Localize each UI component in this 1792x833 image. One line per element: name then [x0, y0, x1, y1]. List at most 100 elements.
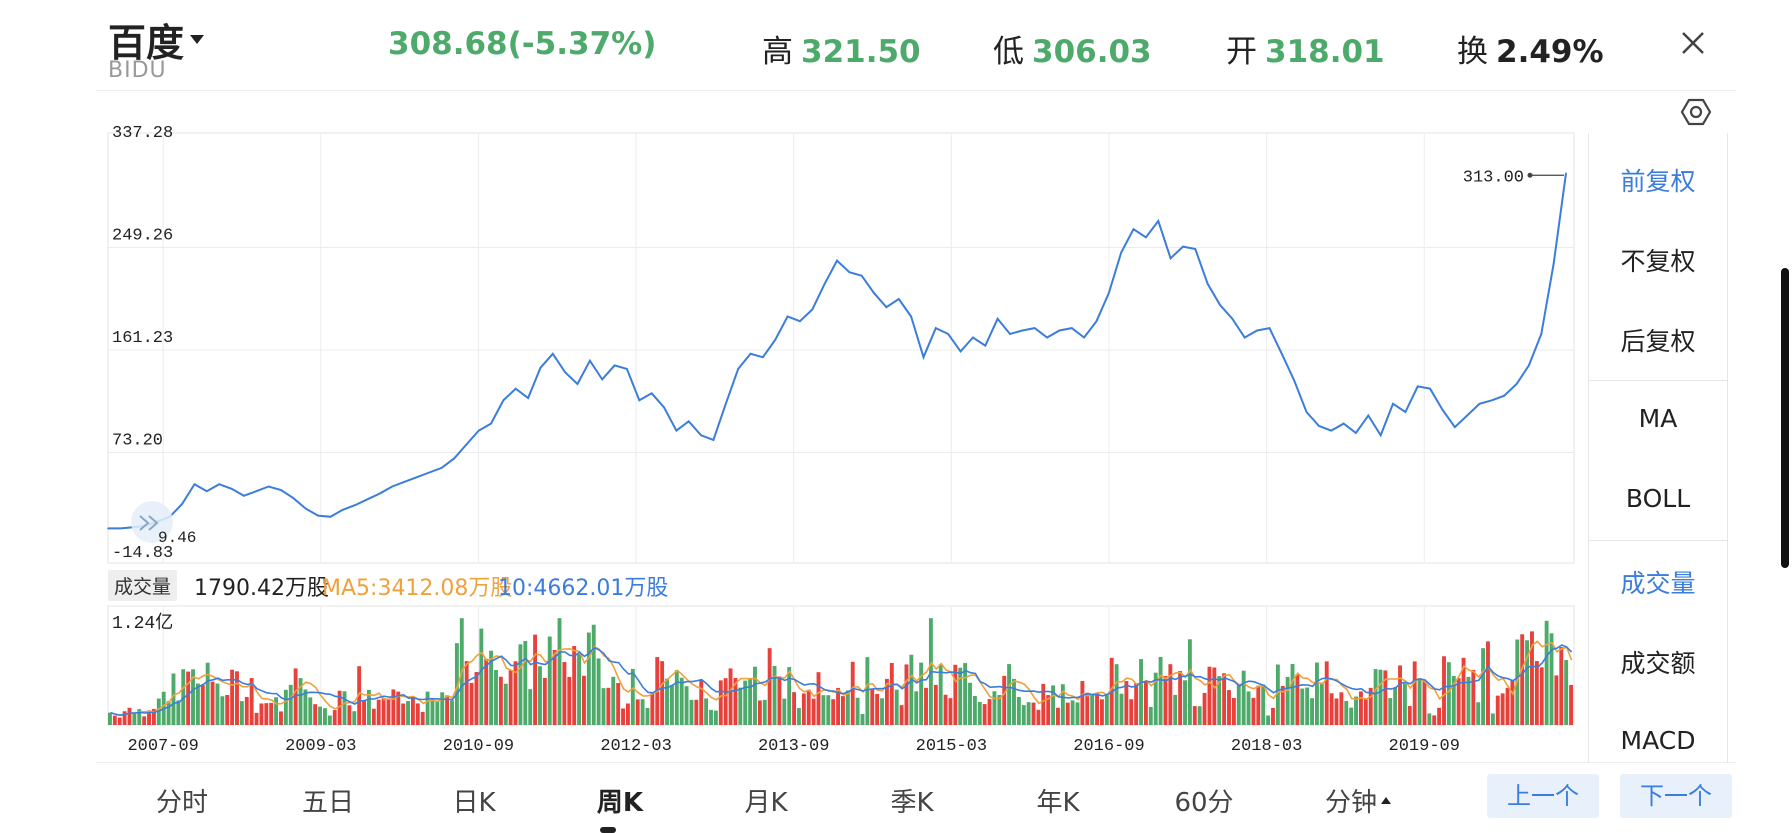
volume-bar: [454, 643, 459, 725]
volume-bar: [748, 679, 753, 725]
hexagon-settings-icon[interactable]: [1680, 96, 1712, 128]
price-point: [440, 467, 443, 469]
volume-bar: [1432, 715, 1437, 725]
side-item-volume[interactable]: 成交量: [1620, 569, 1696, 598]
prev-button[interactable]: 上一个: [1487, 774, 1599, 818]
price-point: [193, 483, 196, 485]
price-point: [860, 274, 863, 277]
tab-minute-dropdown[interactable]: 分钟: [1298, 782, 1418, 819]
volume-bar: [464, 661, 469, 725]
volume-bar: [845, 690, 850, 725]
side-item-macd[interactable]: MACD: [1620, 726, 1696, 755]
start-value-annotation[interactable]: 9.46: [131, 501, 196, 547]
volume-bar: [1168, 664, 1173, 725]
volume-bar: [792, 692, 797, 725]
price-point: [749, 352, 752, 355]
price-point: [1145, 236, 1147, 239]
volume-bar: [1197, 706, 1202, 725]
volume-bar: [625, 703, 630, 725]
tab-five-day[interactable]: 五日: [301, 788, 354, 818]
volume-bar: [630, 668, 635, 725]
side-item-no-adjust[interactable]: 不复权: [1620, 247, 1696, 276]
price-point: [1379, 434, 1382, 437]
next-button[interactable]: 下一个: [1620, 774, 1732, 818]
volume-bar: [293, 668, 298, 725]
price-y-axis: 337.28 249.26 161.23 73.20 -14.83: [112, 124, 173, 563]
price-point: [638, 399, 641, 402]
price-point: [181, 503, 183, 505]
volume-bar: [865, 657, 870, 725]
volume-bar: [992, 691, 997, 725]
close-icon[interactable]: [1678, 28, 1708, 58]
volume-bar: [953, 664, 958, 725]
volume-bar: [1446, 662, 1451, 725]
volume-bar: [1442, 656, 1446, 725]
volume-bar: [489, 650, 494, 725]
last-value-marker: 313.00: [1463, 168, 1564, 187]
volume-bar: [562, 662, 567, 725]
collapse-bubble[interactable]: [131, 501, 173, 543]
volume-bar: [684, 686, 689, 725]
side-item-ma[interactable]: MA: [1638, 404, 1678, 433]
tab-yearly-k[interactable]: 年K: [1036, 788, 1080, 818]
price-point: [1256, 329, 1258, 332]
side-item-forward-adjust[interactable]: 前复权: [1620, 167, 1696, 196]
price-point: [490, 422, 492, 425]
volume-bar: [1153, 672, 1158, 725]
side-item-turnover-amount[interactable]: 成交额: [1620, 649, 1696, 678]
volume-bar: [924, 687, 928, 725]
double-chevron-icon[interactable]: [139, 515, 159, 531]
price-point: [477, 429, 480, 432]
volume-bar: [660, 661, 665, 725]
price-y-tick-label: -14.83: [112, 544, 173, 563]
price-point: [1305, 411, 1308, 413]
price-point: [1441, 408, 1444, 411]
price-point: [206, 490, 208, 492]
scrollbar-thumb[interactable]: [1781, 268, 1789, 568]
price-point: [1182, 245, 1184, 248]
volume-bar: [1227, 690, 1231, 725]
price-point: [539, 366, 542, 369]
volume-bar: [1530, 631, 1534, 725]
volume-bar: [1510, 679, 1515, 725]
price-point: [218, 483, 221, 485]
price-point: [996, 318, 999, 320]
side-item-back-adjust[interactable]: 后复权: [1620, 327, 1696, 356]
volume-bar: [669, 685, 674, 725]
volume-bar: [557, 618, 562, 725]
tab-monthly-k[interactable]: 月K: [744, 788, 788, 818]
volume-bar: [757, 700, 762, 725]
side-item-boll[interactable]: BOLL: [1625, 484, 1691, 513]
volume-bar: [542, 678, 547, 725]
price-point: [304, 507, 307, 510]
volume-bar: [1070, 700, 1075, 725]
price-point: [1033, 327, 1036, 329]
price-point: [1281, 352, 1283, 355]
volume-bar: [1026, 702, 1031, 725]
price-point: [1491, 399, 1493, 402]
volume-bar: [1451, 675, 1456, 725]
volume-bar: [674, 670, 679, 725]
volume-bar: [435, 701, 440, 725]
price-point: [1108, 292, 1110, 295]
volume-bar: [1158, 656, 1163, 725]
volume-bar: [1319, 682, 1324, 725]
volume-bar: [1398, 665, 1402, 725]
price-grid: [108, 133, 1574, 563]
tab-60-minute[interactable]: 60分: [1174, 788, 1234, 818]
tab-intraday[interactable]: 分时: [155, 788, 208, 818]
stock-name-dropdown[interactable]: 百度: [108, 12, 205, 67]
tab-weekly-k[interactable]: 周K: [596, 788, 644, 818]
volume-bar: [1300, 688, 1305, 725]
volume-bar: [665, 678, 669, 725]
volume-bar: [1539, 667, 1544, 725]
tab-daily-k[interactable]: 日K: [452, 788, 496, 818]
volume-bar: [410, 696, 415, 725]
volume-bar: [186, 671, 191, 725]
tab-quarterly-k[interactable]: 季K: [890, 788, 934, 818]
volume-bar: [1310, 698, 1315, 725]
volume-tag[interactable]: 成交量: [108, 570, 178, 601]
price-point: [1219, 304, 1221, 306]
volume-bar: [191, 669, 195, 725]
